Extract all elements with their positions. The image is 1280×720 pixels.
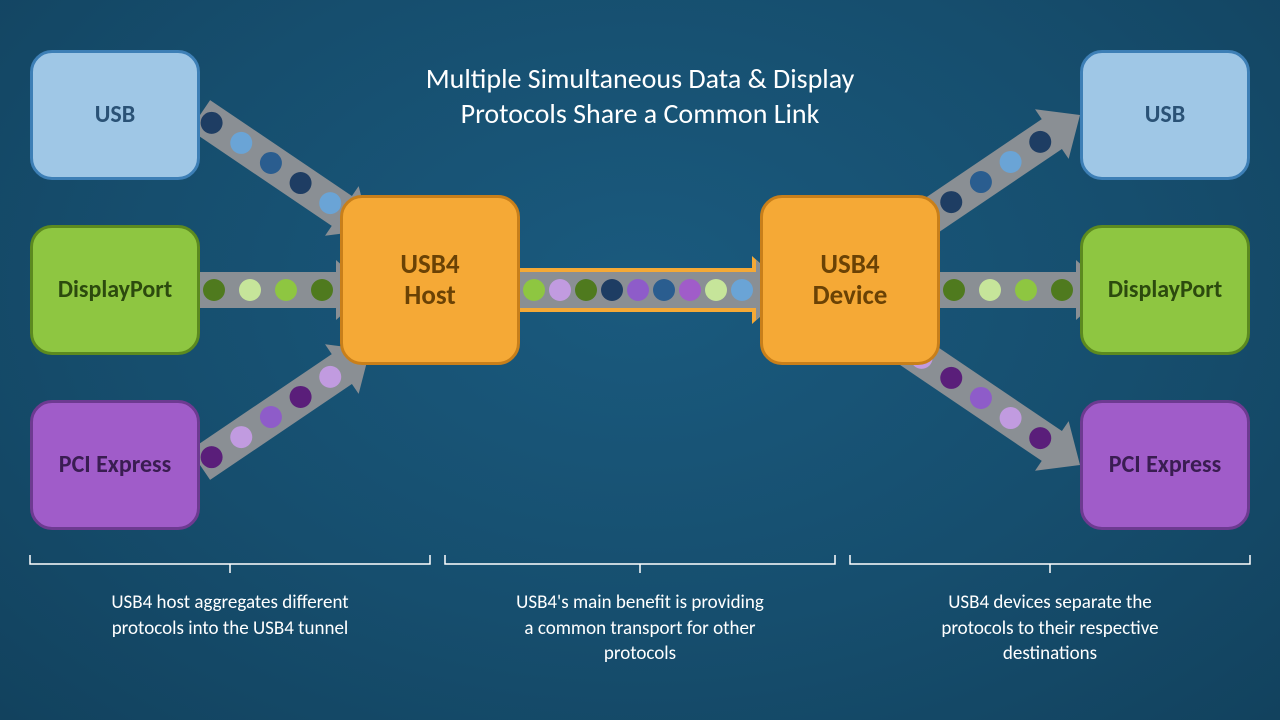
protocol-dot [201, 446, 223, 468]
protocol-dot [1051, 279, 1073, 301]
protocol-dot [940, 367, 962, 389]
protocol-dot [575, 279, 597, 301]
protocol-dot [239, 279, 261, 301]
protocol-dot [319, 366, 341, 388]
box-label-host: USB4 Host [390, 249, 469, 311]
box-dp-l: DisplayPort [30, 225, 200, 355]
diagram-title: Multiple Simultaneous Data & Display Pro… [0, 61, 1280, 131]
caption-1: USB4's main benefit is providing a commo… [450, 590, 830, 667]
protocol-dot [627, 279, 649, 301]
bracket-1 [445, 555, 835, 573]
protocol-dot [970, 171, 992, 193]
caption-2: USB4 devices separate the protocols to t… [860, 590, 1240, 667]
protocol-dot [731, 279, 753, 301]
protocol-dot [679, 279, 701, 301]
bracket-2 [850, 555, 1250, 573]
protocol-dot [1000, 151, 1022, 173]
protocol-dot [319, 192, 341, 214]
protocol-dot [601, 279, 623, 301]
protocol-dot [203, 279, 225, 301]
protocol-dot [943, 279, 965, 301]
protocol-dot [979, 279, 1001, 301]
protocol-dot [1015, 279, 1037, 301]
protocol-dot [260, 152, 282, 174]
protocol-dot [290, 172, 312, 194]
diagram-stage: USBDisplayPortPCI ExpressUSBDisplayPortP… [0, 0, 1280, 720]
caption-0: USB4 host aggregates different protocols… [40, 590, 420, 641]
box-device: USB4 Device [760, 195, 940, 365]
box-label-pcie-r: PCI Express [1099, 451, 1231, 479]
protocol-dot [230, 426, 252, 448]
protocol-dot [940, 191, 962, 213]
box-dp-r: DisplayPort [1080, 225, 1250, 355]
protocol-dot [1000, 407, 1022, 429]
box-label-pcie-l: PCI Express [49, 451, 181, 479]
protocol-dot [1029, 131, 1051, 153]
protocol-dot [230, 132, 252, 154]
protocol-dot [290, 386, 312, 408]
protocol-dot [523, 279, 545, 301]
protocol-dot [1029, 427, 1051, 449]
protocol-dot [705, 279, 727, 301]
box-label-dp-r: DisplayPort [1098, 276, 1232, 304]
protocol-dot [549, 279, 571, 301]
box-host: USB4 Host [340, 195, 520, 365]
protocol-dot [275, 279, 297, 301]
box-label-dp-l: DisplayPort [48, 276, 182, 304]
box-pcie-r: PCI Express [1080, 400, 1250, 530]
protocol-dot [311, 279, 333, 301]
protocol-dot [260, 406, 282, 428]
box-pcie-l: PCI Express [30, 400, 200, 530]
protocol-dot [653, 279, 675, 301]
bracket-0 [30, 555, 430, 573]
box-label-device: USB4 Device [803, 249, 898, 311]
protocol-dot [970, 387, 992, 409]
